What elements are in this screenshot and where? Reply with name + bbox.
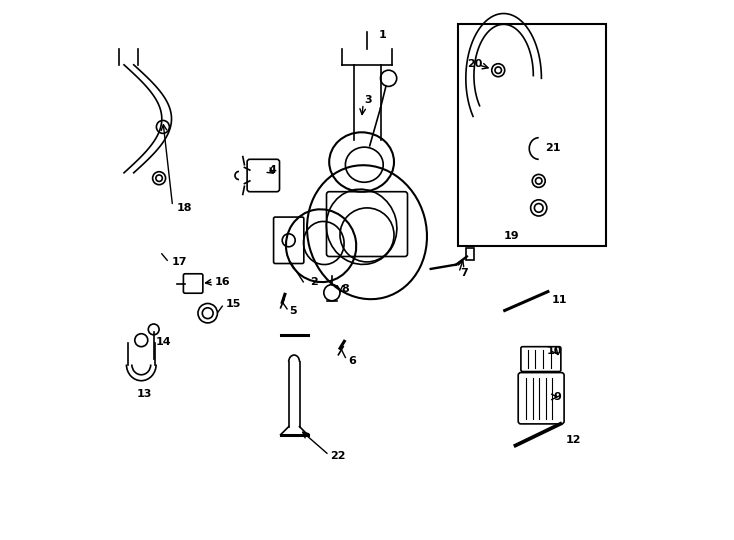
Text: 1: 1 [378, 30, 386, 39]
Text: 22: 22 [330, 451, 346, 461]
Text: 4: 4 [269, 165, 277, 174]
Text: 9: 9 [553, 392, 562, 402]
Text: 8: 8 [341, 284, 349, 294]
Bar [466, 248, 474, 260]
Text: 11: 11 [552, 295, 567, 305]
Text: 6: 6 [348, 356, 356, 366]
Text: 2: 2 [310, 277, 318, 287]
Text: 10: 10 [546, 346, 562, 356]
Text: 21: 21 [545, 144, 561, 153]
Text: 13: 13 [137, 389, 152, 399]
Text: 15: 15 [225, 299, 241, 309]
Text: 17: 17 [172, 257, 187, 267]
Text: 16: 16 [215, 277, 230, 287]
Text: 14: 14 [156, 337, 171, 347]
Text: 20: 20 [468, 59, 483, 69]
Text: 19: 19 [504, 231, 520, 241]
Text: 3: 3 [364, 95, 372, 105]
Text: 18: 18 [177, 203, 192, 213]
Text: 7: 7 [460, 268, 468, 278]
Text: 12: 12 [566, 435, 581, 445]
Text: 5: 5 [288, 306, 297, 315]
